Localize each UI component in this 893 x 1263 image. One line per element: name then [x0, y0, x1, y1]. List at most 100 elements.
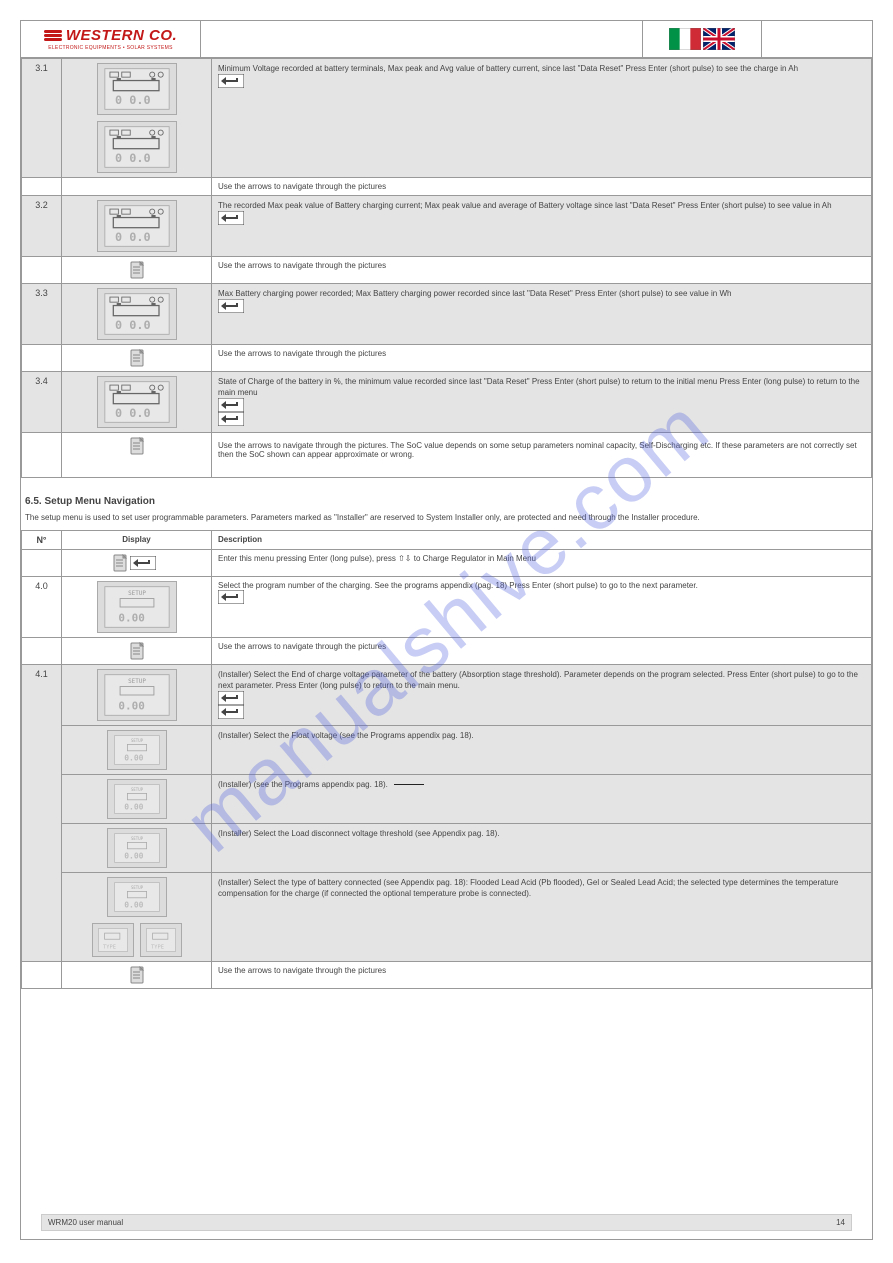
lcd-icon	[101, 380, 173, 424]
row-num: 3.2	[22, 196, 62, 257]
nav-display	[62, 962, 212, 989]
body: 3.1 Minimum Voltage recorded at battery …	[21, 58, 872, 989]
nav-display	[62, 178, 212, 196]
footer: WRM20 user manual 14	[41, 1214, 852, 1231]
table1: 3.1 Minimum Voltage recorded at battery …	[21, 58, 872, 478]
enter-icon	[218, 705, 244, 719]
doc-icon	[130, 437, 144, 455]
enter-icon	[130, 556, 156, 570]
table-row: Use the arrows to navigate through the p…	[22, 257, 872, 284]
logo-text: WESTERN CO.	[66, 27, 177, 44]
header-logo-cell: WESTERN CO. ELECTRONIC EQUIPMENTS • SOLA…	[21, 21, 201, 57]
lcd-icon	[96, 927, 130, 953]
nav-display	[62, 433, 212, 478]
row-desc: The recorded Max peak value of Battery c…	[212, 196, 872, 257]
row-text: Max Battery charging power recorded; Max…	[218, 289, 731, 298]
footer-doc: WRM20 user manual	[48, 1218, 123, 1227]
nav-desc: Use the arrows to navigate through the p…	[212, 178, 872, 196]
lcd-icon	[111, 832, 163, 864]
row-display	[62, 577, 212, 638]
logo-sub: ELECTRONIC EQUIPMENTS • SOLAR SYSTEMS	[48, 45, 173, 51]
row-display	[62, 873, 212, 962]
table-row: 3.2 The recorded Max peak value of Batte…	[22, 196, 872, 257]
lcd-icon	[144, 927, 178, 953]
table-row: 3.4 State of Charge of the battery in %,…	[22, 372, 872, 433]
row-display	[62, 372, 212, 433]
lcd-icon	[101, 125, 173, 169]
row-text: The recorded Max peak value of Battery c…	[218, 201, 832, 210]
row-desc: Enter this menu pressing Enter (long pul…	[212, 550, 872, 577]
lcd-icon	[101, 204, 173, 248]
enter-icon	[218, 691, 244, 705]
doc-icon	[113, 554, 127, 572]
section-title: 6.5. Setup Menu Navigation	[25, 496, 868, 507]
row-num: 4.0	[22, 577, 62, 638]
nav-display	[62, 345, 212, 372]
table-row: (Installer) Select the type of battery c…	[22, 873, 872, 962]
row-text: Minimum Voltage recorded at battery term…	[218, 64, 798, 73]
row-text: Select the program number of the chargin…	[218, 581, 698, 590]
dash-icon	[394, 784, 424, 785]
row-display	[62, 59, 212, 178]
nav-num	[22, 257, 62, 284]
nav-desc: Use the arrows to navigate through the p…	[212, 257, 872, 284]
nav-num	[22, 178, 62, 196]
row-desc: Minimum Voltage recorded at battery term…	[212, 59, 872, 178]
table-row: Use the arrows to navigate through the p…	[22, 178, 872, 196]
header-right	[762, 21, 872, 57]
flag-uk-icon	[703, 28, 735, 50]
row-desc: (Installer) (see the Programs appendix p…	[212, 775, 872, 824]
logo: WESTERN CO. ELECTRONIC EQUIPMENTS • SOLA…	[44, 27, 177, 51]
nav-desc: Use the arrows to navigate through the p…	[212, 638, 872, 665]
th: Description	[212, 531, 872, 550]
doc-icon	[130, 966, 144, 984]
header-mid	[201, 21, 642, 57]
table-row: 3.1 Minimum Voltage recorded at battery …	[22, 59, 872, 178]
nav-num	[22, 345, 62, 372]
row-num: 4.1	[22, 665, 62, 962]
table-head-row: N° Display Description	[22, 531, 872, 550]
row-desc: Max Battery charging power recorded; Max…	[212, 284, 872, 345]
section-sub: The setup menu is used to set user progr…	[25, 513, 868, 522]
row-display	[62, 824, 212, 873]
row-desc: State of Charge of the battery in %, the…	[212, 372, 872, 433]
lcd-icon	[101, 585, 173, 629]
nav-num	[22, 433, 62, 478]
doc-icon	[130, 642, 144, 660]
doc-icon	[130, 261, 144, 279]
lcd-icon	[111, 783, 163, 815]
table-row: Use the arrows to navigate through the p…	[22, 433, 872, 478]
row-text: (Installer) (see the Programs appendix p…	[218, 780, 388, 789]
row-display	[62, 550, 212, 577]
row-display	[62, 284, 212, 345]
table-row: (Installer) (see the Programs appendix p…	[22, 775, 872, 824]
header: WESTERN CO. ELECTRONIC EQUIPMENTS • SOLA…	[21, 21, 872, 58]
header-flags	[642, 21, 762, 57]
enter-icon	[218, 74, 244, 88]
table-row: Use the arrows to navigate through the p…	[22, 638, 872, 665]
row-display	[62, 775, 212, 824]
nav-desc: Use the arrows to navigate through the p…	[212, 962, 872, 989]
logo-name: WESTERN CO.	[44, 27, 177, 44]
lcd-icon	[111, 881, 163, 913]
row-num	[22, 550, 62, 577]
table-row: (Installer) Select the Load disconnect v…	[22, 824, 872, 873]
enter-icon	[218, 590, 244, 604]
table-row: 4.1 (Installer) Select the End of charge…	[22, 665, 872, 726]
row-display	[62, 196, 212, 257]
enter-icon	[218, 412, 244, 426]
row-desc: Select the program number of the chargin…	[212, 577, 872, 638]
flag-it-icon	[669, 28, 701, 50]
row-desc: (Installer) Select the End of charge vol…	[212, 665, 872, 726]
nav-display	[62, 638, 212, 665]
enter-icon	[218, 211, 244, 225]
row-desc: (Installer) Select the type of battery c…	[212, 873, 872, 962]
row-num: 3.4	[22, 372, 62, 433]
row-display	[62, 726, 212, 775]
table-row: Use the arrows to navigate through the p…	[22, 345, 872, 372]
row-text: (Installer) Select the End of charge vol…	[218, 670, 858, 690]
row-text: State of Charge of the battery in %, the…	[218, 377, 860, 397]
table-row: Use the arrows to navigate through the p…	[22, 962, 872, 989]
row-num: 3.3	[22, 284, 62, 345]
doc-icon	[130, 349, 144, 367]
